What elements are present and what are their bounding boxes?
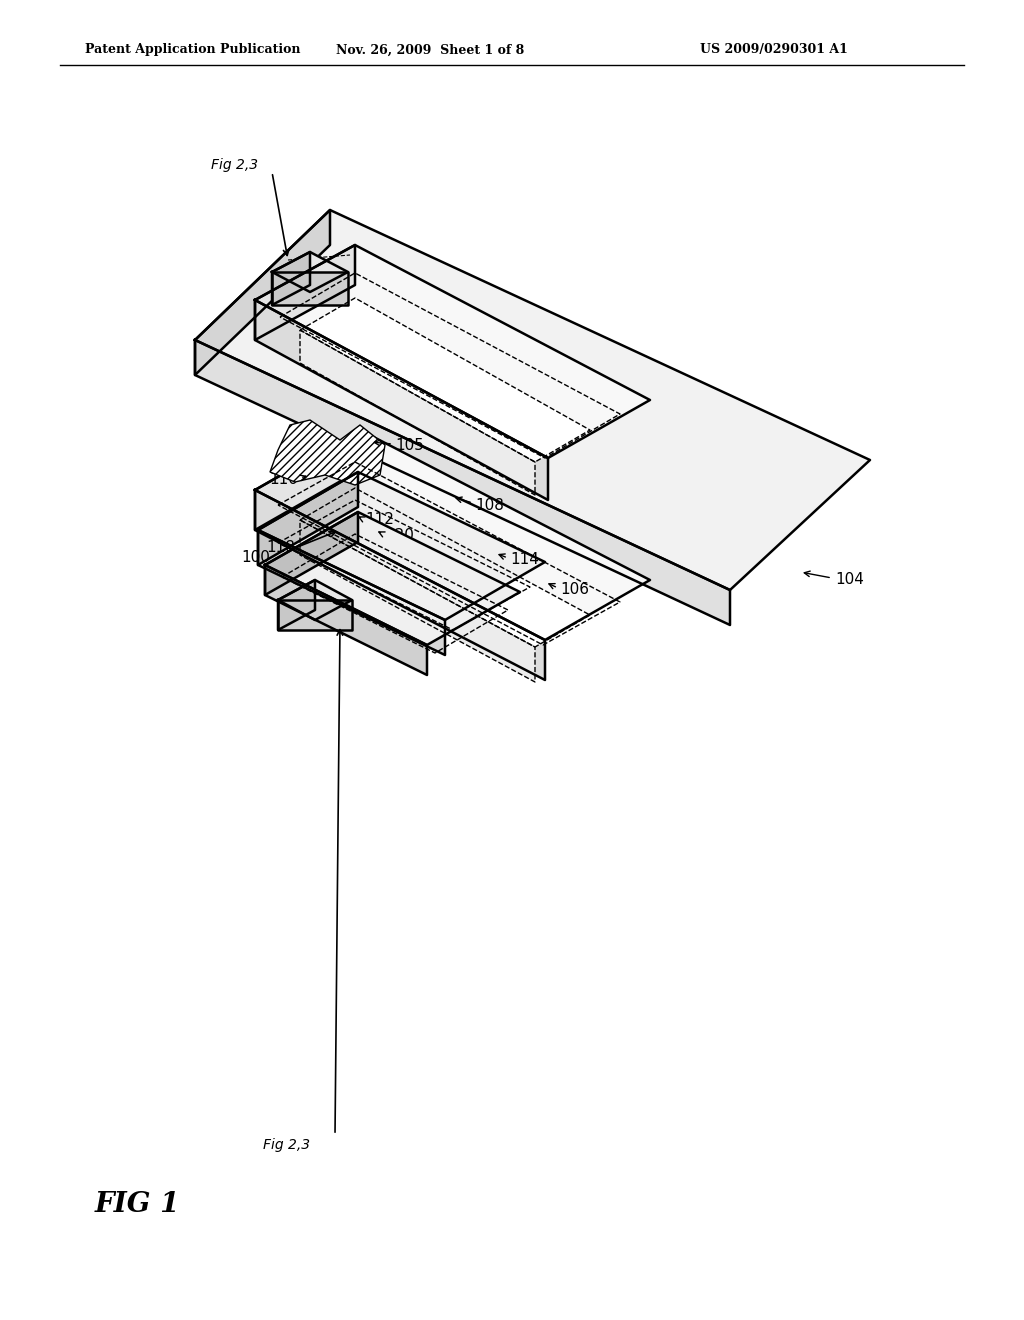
Text: 116: 116	[406, 623, 434, 638]
Polygon shape	[265, 512, 358, 595]
Polygon shape	[195, 210, 870, 590]
Polygon shape	[195, 341, 730, 624]
Polygon shape	[255, 246, 650, 458]
Polygon shape	[255, 490, 545, 680]
Polygon shape	[255, 300, 548, 500]
Text: Fig 2,3: Fig 2,3	[263, 1138, 310, 1152]
Polygon shape	[300, 520, 535, 682]
Text: 103: 103	[382, 606, 411, 620]
Text: 110: 110	[269, 473, 298, 487]
Polygon shape	[255, 246, 355, 341]
Text: FIG 1: FIG 1	[95, 1192, 180, 1218]
Text: Nov. 26, 2009  Sheet 1 of 8: Nov. 26, 2009 Sheet 1 of 8	[336, 44, 524, 57]
Text: 102: 102	[316, 537, 345, 553]
Polygon shape	[272, 252, 348, 292]
Polygon shape	[255, 430, 360, 531]
Polygon shape	[270, 420, 385, 484]
Polygon shape	[272, 252, 310, 305]
Polygon shape	[300, 298, 590, 462]
Text: Fig 2,3: Fig 2,3	[211, 158, 258, 172]
Polygon shape	[300, 330, 535, 495]
Polygon shape	[258, 473, 545, 620]
Polygon shape	[265, 565, 427, 675]
Text: US 2009/0290301 A1: US 2009/0290301 A1	[700, 44, 848, 57]
Text: 106: 106	[560, 582, 589, 598]
Text: 101: 101	[370, 587, 399, 602]
Polygon shape	[195, 210, 330, 375]
Text: 105: 105	[395, 437, 424, 453]
Polygon shape	[300, 488, 590, 647]
Text: 120: 120	[385, 528, 414, 543]
Polygon shape	[278, 579, 315, 630]
Polygon shape	[278, 579, 352, 620]
Polygon shape	[255, 430, 650, 640]
Text: 118: 118	[266, 540, 295, 554]
Polygon shape	[265, 512, 520, 645]
Polygon shape	[258, 531, 445, 655]
Polygon shape	[272, 272, 348, 305]
Polygon shape	[278, 601, 352, 630]
Text: 114: 114	[510, 553, 539, 568]
Text: 104: 104	[835, 573, 864, 587]
Text: Patent Application Publication: Patent Application Publication	[85, 44, 300, 57]
Polygon shape	[258, 473, 358, 565]
Text: 112: 112	[365, 512, 394, 528]
Text: 108: 108	[475, 498, 504, 512]
Text: 100: 100	[241, 550, 270, 565]
